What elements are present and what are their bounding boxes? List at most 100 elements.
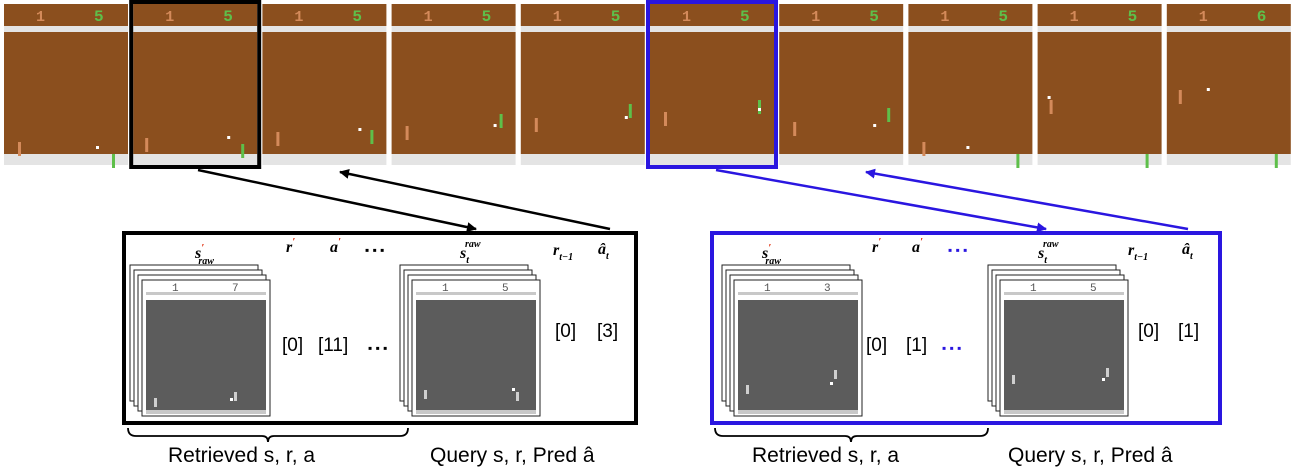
top-wall <box>1037 26 1162 32</box>
ball <box>873 124 877 127</box>
mini-top-wall <box>1004 292 1124 295</box>
mini-right-score: 7 <box>232 283 239 295</box>
right-paddle <box>1274 154 1278 168</box>
score-bar <box>391 4 516 26</box>
mini-left-paddle <box>1012 375 1015 384</box>
mini-court <box>416 300 536 410</box>
right-score: 5 <box>94 8 104 26</box>
score-bar <box>779 4 904 26</box>
brace-label-query-black: Query s, r, Pred â <box>430 444 595 467</box>
right-score: 5 <box>223 8 233 26</box>
right-paddle <box>758 100 761 114</box>
left-paddle <box>1049 100 1053 114</box>
mini-right-score: 5 <box>502 283 509 295</box>
court <box>391 32 516 154</box>
right-score: 5 <box>869 8 879 26</box>
left-paddle <box>18 142 21 156</box>
mini-court <box>1004 300 1124 410</box>
right-paddle <box>1016 154 1020 168</box>
left-paddle <box>922 142 926 156</box>
mini-left-score: 1 <box>1030 283 1037 295</box>
black-arrows <box>197 168 611 233</box>
brace-label-retrieved-black: Retrieved s, r, a <box>168 444 315 467</box>
court <box>133 32 258 154</box>
panel-border-black <box>122 231 638 425</box>
top-wall <box>1166 26 1291 32</box>
bottom-wall <box>908 154 1033 165</box>
mini-bottom-wall <box>416 410 536 414</box>
right-score: 5 <box>1128 8 1138 26</box>
left-score: 1 <box>294 9 303 26</box>
ball <box>1047 96 1051 99</box>
mini-ball <box>830 382 833 385</box>
bottom-wall <box>779 154 904 165</box>
label-s-query-blue: straw <box>1037 239 1059 266</box>
right-paddle <box>112 154 115 168</box>
mini-left-score: 1 <box>764 283 771 295</box>
arrow-from-pred-black <box>339 168 611 231</box>
right-paddle <box>499 114 503 128</box>
score-bar <box>1037 4 1162 26</box>
court <box>908 32 1033 154</box>
label-a-pred: ât <box>598 241 610 262</box>
right-score: 5 <box>998 8 1008 26</box>
left-paddle <box>276 132 280 146</box>
score-bar <box>4 4 128 26</box>
label-a-retrieved-blue: a′ <box>912 236 923 256</box>
mini-right-paddle <box>234 392 237 401</box>
mini-left-score: 1 <box>442 283 449 295</box>
top-wall <box>650 26 774 32</box>
predicted-action-blue: [1] <box>1178 321 1199 342</box>
right-score: 5 <box>482 8 492 26</box>
left-score: 1 <box>1070 9 1079 26</box>
query-reward-blue: [0] <box>1138 321 1159 342</box>
court <box>779 32 904 154</box>
court <box>520 32 645 154</box>
brace-retrieved-black <box>127 427 409 443</box>
right-paddle <box>241 144 245 158</box>
ball <box>966 146 970 149</box>
label-s-retrieved: s′ raw <box>194 242 214 267</box>
right-score: 5 <box>611 8 621 26</box>
left-paddle <box>405 126 409 140</box>
mini-right-paddle <box>516 392 519 401</box>
right-paddle <box>370 130 374 144</box>
score-bar <box>1166 4 1291 26</box>
retrieved-action-blue: [1] <box>906 335 927 356</box>
mini-bottom-wall <box>146 410 266 414</box>
label-s-query: straw <box>459 239 481 266</box>
left-score: 1 <box>811 9 820 26</box>
arrow-from-pred-blue <box>865 168 1189 231</box>
left-paddle <box>793 122 797 136</box>
court <box>1166 32 1291 154</box>
mini-left-paddle <box>424 390 427 399</box>
highlight-box-blue <box>646 0 778 169</box>
ball <box>758 108 761 111</box>
mini-top-wall <box>146 292 266 295</box>
label-r-retrieved-blue: r′ <box>872 236 881 256</box>
score-bar <box>650 4 774 26</box>
court <box>650 32 774 154</box>
right-paddle <box>628 104 632 118</box>
arrow-to-query-black <box>197 168 477 233</box>
label-r-query-blue: rt−1 <box>1128 242 1148 263</box>
left-score: 1 <box>682 9 691 26</box>
bottom-wall <box>1037 154 1162 165</box>
top-wall <box>908 26 1033 32</box>
bottom-wall <box>4 154 128 165</box>
label-a-pred-blue: ât <box>1182 241 1194 262</box>
ball <box>1206 88 1210 91</box>
